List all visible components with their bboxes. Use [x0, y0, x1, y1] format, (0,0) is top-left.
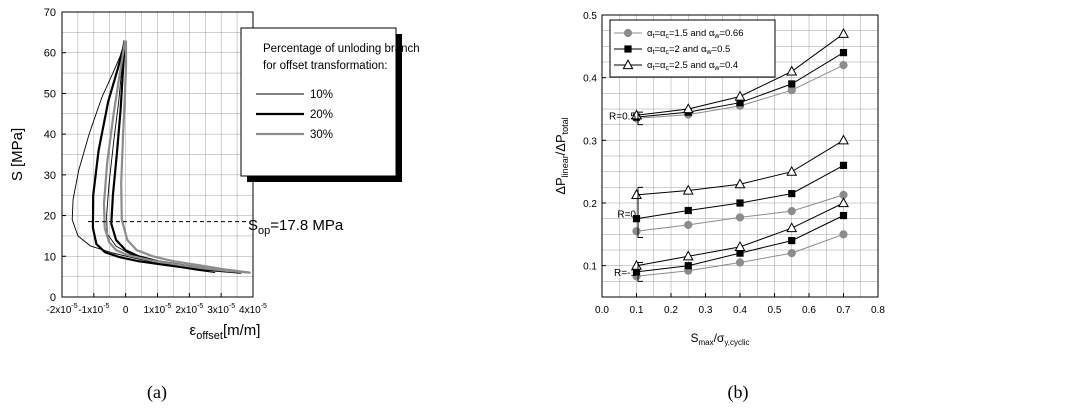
legend-marker-triangle — [622, 59, 634, 70]
caption-b: (b) — [728, 382, 749, 403]
legend-label: αt=αc=2 and αw=0.5 — [647, 44, 730, 56]
legend-marker-square — [624, 45, 632, 53]
y-tick-label: 10 — [44, 251, 56, 263]
x-axis-label: Smax/σy,cyclic — [690, 331, 749, 347]
x-tick-label: 0.0 — [595, 305, 609, 316]
chart-b: 0.0 0.1 0.2 0.3 0.4 0.5 0.6 0.7 0.8 0.1 0.2 0.3 0.4 0… — [553, 11, 885, 403]
data-point-circle — [632, 227, 641, 236]
data-point-triangle — [631, 189, 642, 199]
x-tick-label: 0.4 — [733, 305, 747, 316]
data-point-square — [632, 215, 641, 223]
x-tick-label: 3x10-5 — [207, 303, 235, 316]
data-point-square — [736, 249, 744, 257]
data-point-square — [788, 237, 796, 245]
data-point-circle — [787, 86, 796, 95]
data-point-square — [788, 190, 796, 198]
x-tick-label: -2x10-5 — [46, 303, 77, 316]
data-point-circle — [839, 61, 848, 70]
series-line-20pct — [91, 40, 242, 274]
y-tick-label: 60 — [44, 48, 56, 60]
chart-a: 0 10 20 30 40 50 60 70 -2x10-5 -1x10-5 0 1x10-5 2x10… — [9, 7, 420, 403]
data-point-triangle — [734, 178, 746, 189]
y-tick-label: 0.1 — [583, 262, 597, 273]
legend-marker-circle — [623, 28, 633, 38]
y-tick-label: 0.4 — [583, 74, 597, 85]
legend-title: Percentage of unloding branch — [263, 43, 420, 55]
legend-label-20pct: 20% — [310, 109, 333, 121]
data-point-square — [632, 268, 641, 276]
x-tick-label: 0.7 — [837, 305, 851, 316]
data-point-square — [839, 211, 848, 220]
y-tick-label: 20 — [44, 211, 56, 223]
data-point-square — [684, 262, 692, 270]
data-point-circle — [684, 220, 693, 230]
legend-label: αt=αc=2.5 and αw=0.4 — [647, 60, 738, 72]
data-point-circle — [735, 258, 745, 267]
data-point-square — [839, 161, 848, 169]
group-label: R=0.5 — [609, 111, 636, 122]
data-point-square — [736, 99, 744, 107]
data-point-triangle — [682, 250, 694, 261]
y-tick-label: 30 — [44, 170, 56, 182]
group-bracket — [637, 111, 643, 126]
x-tick-label: 0.6 — [802, 305, 816, 316]
data-point-triangle — [786, 65, 798, 76]
x-tick-label: 0.8 — [871, 305, 885, 316]
x-tick-label: 4x10-5 — [239, 303, 267, 316]
x-axis-label: εoffset[m/m] — [190, 322, 261, 342]
data-point-triangle — [734, 90, 746, 101]
group-bracket — [637, 262, 643, 282]
data-point-triangle — [838, 134, 849, 145]
data-point-square — [788, 80, 796, 88]
legend-box — [240, 27, 397, 177]
data-point-triangle — [786, 222, 798, 233]
legend-label: αt=αc=1.5 and αw=0.66 — [647, 28, 744, 40]
data-point-square — [684, 206, 692, 215]
data-point-triangle — [786, 165, 798, 176]
x-tick-label: 0.2 — [664, 305, 678, 316]
data-point-square — [839, 49, 848, 57]
x-tick-label: 0.3 — [699, 305, 713, 316]
data-point-triangle — [682, 103, 694, 114]
y-tick-label: 50 — [44, 88, 56, 100]
group-label: R=-1 — [614, 268, 636, 279]
data-point-triangle — [631, 259, 642, 270]
data-point-circle — [787, 249, 796, 258]
data-point-triangle — [734, 241, 746, 251]
y-tick-label: 0 — [50, 292, 56, 304]
caption-a: (a) — [147, 382, 167, 403]
legend-title: for offset transformation: — [263, 60, 387, 72]
data-point-triangle — [838, 27, 849, 38]
y-axis-label: S [MPa] — [9, 128, 26, 181]
x-tick-label: 0.5 — [768, 305, 782, 316]
data-point-triangle — [838, 197, 849, 208]
legend-label-10pct: 10% — [310, 89, 333, 101]
y-tick-label: 0.5 — [583, 11, 597, 22]
x-tick-label: 0 — [123, 305, 129, 316]
data-point-triangle — [631, 109, 642, 120]
x-tick-label: 0.1 — [630, 305, 644, 316]
group-label: R=0 — [617, 210, 636, 221]
y-axis-label: ΔPlinear/ΔPtotal — [553, 117, 570, 194]
y-tick-label: 40 — [44, 129, 56, 141]
legend-label-30pct: 30% — [310, 129, 333, 141]
y-tick-label: 70 — [44, 7, 56, 19]
x-tick-label: -1x10-5 — [78, 303, 109, 316]
data-point-circle — [839, 230, 848, 239]
y-tick-label: 0.3 — [583, 136, 597, 147]
data-point-circle — [735, 213, 745, 222]
y-tick-label: 0.2 — [583, 199, 597, 210]
group-bracket — [637, 186, 643, 238]
x-tick-label: 2x10-5 — [175, 303, 203, 316]
sop-annotation: Sop=17.8 MPa — [248, 217, 344, 237]
series-line-30pct — [102, 40, 251, 274]
x-tick-label: 1x10-5 — [144, 303, 172, 316]
data-point-triangle — [682, 184, 694, 195]
data-point-square — [736, 199, 744, 207]
data-point-circle — [787, 207, 796, 216]
